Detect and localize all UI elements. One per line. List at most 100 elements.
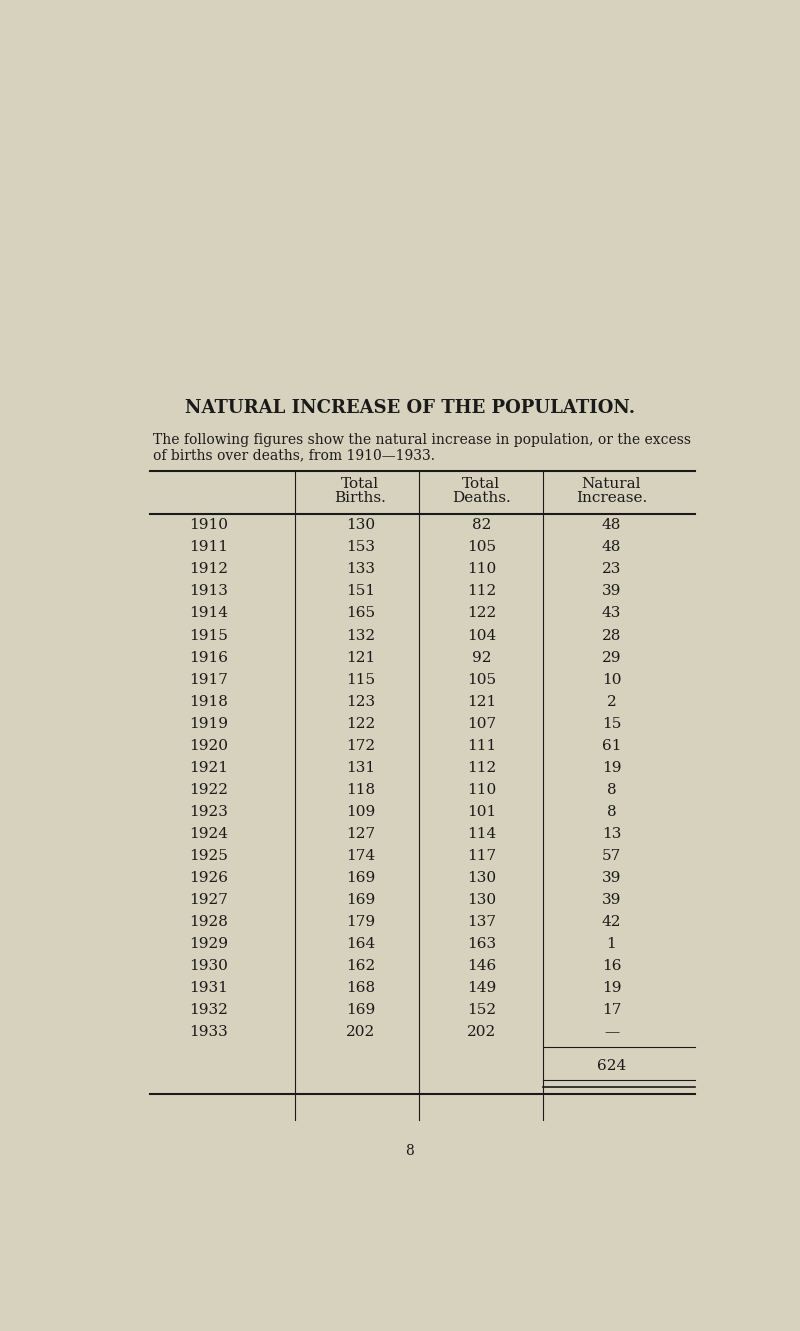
Text: 151: 151 [346, 584, 375, 599]
Text: 28: 28 [602, 628, 621, 643]
Text: 57: 57 [602, 849, 621, 862]
Text: 29: 29 [602, 651, 622, 664]
Text: 169: 169 [346, 1004, 375, 1017]
Text: 43: 43 [602, 607, 621, 620]
Text: 15: 15 [602, 716, 621, 731]
Text: 110: 110 [466, 563, 496, 576]
Text: 1931: 1931 [189, 981, 228, 996]
Text: 1926: 1926 [189, 870, 228, 885]
Text: NATURAL INCREASE OF THE POPULATION.: NATURAL INCREASE OF THE POPULATION. [185, 399, 635, 417]
Text: 164: 164 [346, 937, 375, 952]
Text: 104: 104 [466, 628, 496, 643]
Text: 1920: 1920 [189, 739, 228, 753]
Text: 17: 17 [602, 1004, 621, 1017]
Text: 165: 165 [346, 607, 375, 620]
Text: 1932: 1932 [189, 1004, 228, 1017]
Text: 61: 61 [602, 739, 622, 753]
Text: Total: Total [462, 476, 500, 491]
Text: 123: 123 [346, 695, 375, 708]
Text: Total: Total [342, 476, 379, 491]
Text: —: — [604, 1025, 619, 1040]
Text: 153: 153 [346, 540, 375, 555]
Text: 1929: 1929 [189, 937, 228, 952]
Text: Natural: Natural [582, 476, 642, 491]
Text: 1933: 1933 [189, 1025, 228, 1040]
Text: 624: 624 [597, 1059, 626, 1073]
Text: Deaths.: Deaths. [452, 491, 510, 504]
Text: 1925: 1925 [189, 849, 228, 862]
Text: 8: 8 [406, 1143, 414, 1158]
Text: 132: 132 [346, 628, 375, 643]
Text: 105: 105 [466, 672, 496, 687]
Text: The following figures show the natural increase in population, or the excess: The following figures show the natural i… [153, 433, 690, 446]
Text: 82: 82 [472, 518, 491, 532]
Text: 42: 42 [602, 914, 622, 929]
Text: 146: 146 [466, 960, 496, 973]
Text: 122: 122 [466, 607, 496, 620]
Text: 1928: 1928 [189, 914, 228, 929]
Text: 8: 8 [606, 783, 616, 797]
Text: 48: 48 [602, 540, 621, 555]
Text: 1911: 1911 [189, 540, 228, 555]
Text: 130: 130 [466, 893, 496, 906]
Text: Births.: Births. [334, 491, 386, 504]
Text: 130: 130 [466, 870, 496, 885]
Text: 1924: 1924 [189, 827, 228, 841]
Text: 202: 202 [466, 1025, 496, 1040]
Text: 133: 133 [346, 563, 375, 576]
Text: 8: 8 [606, 805, 616, 819]
Text: 127: 127 [346, 827, 375, 841]
Text: 131: 131 [346, 761, 375, 775]
Text: 1913: 1913 [189, 584, 228, 599]
Text: 1917: 1917 [189, 672, 228, 687]
Text: 101: 101 [466, 805, 496, 819]
Text: 179: 179 [346, 914, 375, 929]
Text: 202: 202 [346, 1025, 375, 1040]
Text: 114: 114 [466, 827, 496, 841]
Text: 1914: 1914 [189, 607, 228, 620]
Text: 117: 117 [466, 849, 496, 862]
Text: 121: 121 [466, 695, 496, 708]
Text: 1918: 1918 [189, 695, 228, 708]
Text: 112: 112 [466, 761, 496, 775]
Text: 110: 110 [466, 783, 496, 797]
Text: 109: 109 [346, 805, 375, 819]
Text: 169: 169 [346, 893, 375, 906]
Text: 1921: 1921 [189, 761, 228, 775]
Text: 172: 172 [346, 739, 375, 753]
Text: 10: 10 [602, 672, 622, 687]
Text: 137: 137 [467, 914, 496, 929]
Text: 1: 1 [606, 937, 616, 952]
Text: 152: 152 [466, 1004, 496, 1017]
Text: 169: 169 [346, 870, 375, 885]
Text: 1919: 1919 [189, 716, 228, 731]
Text: 92: 92 [471, 651, 491, 664]
Text: 121: 121 [346, 651, 375, 664]
Text: 1923: 1923 [189, 805, 228, 819]
Text: 149: 149 [466, 981, 496, 996]
Text: 168: 168 [346, 981, 375, 996]
Text: 1927: 1927 [189, 893, 228, 906]
Text: 107: 107 [466, 716, 496, 731]
Text: 105: 105 [466, 540, 496, 555]
Text: 1922: 1922 [189, 783, 228, 797]
Text: 39: 39 [602, 584, 621, 599]
Text: 16: 16 [602, 960, 622, 973]
Text: 1910: 1910 [189, 518, 228, 532]
Text: 130: 130 [346, 518, 375, 532]
Text: 162: 162 [346, 960, 375, 973]
Text: 118: 118 [346, 783, 375, 797]
Text: 1930: 1930 [189, 960, 228, 973]
Text: 19: 19 [602, 981, 622, 996]
Text: 1915: 1915 [189, 628, 228, 643]
Text: 163: 163 [466, 937, 496, 952]
Text: 2: 2 [606, 695, 616, 708]
Text: 13: 13 [602, 827, 621, 841]
Text: 23: 23 [602, 563, 621, 576]
Text: 19: 19 [602, 761, 622, 775]
Text: 1912: 1912 [189, 563, 228, 576]
Text: 39: 39 [602, 893, 621, 906]
Text: 112: 112 [466, 584, 496, 599]
Text: 174: 174 [346, 849, 375, 862]
Text: 111: 111 [466, 739, 496, 753]
